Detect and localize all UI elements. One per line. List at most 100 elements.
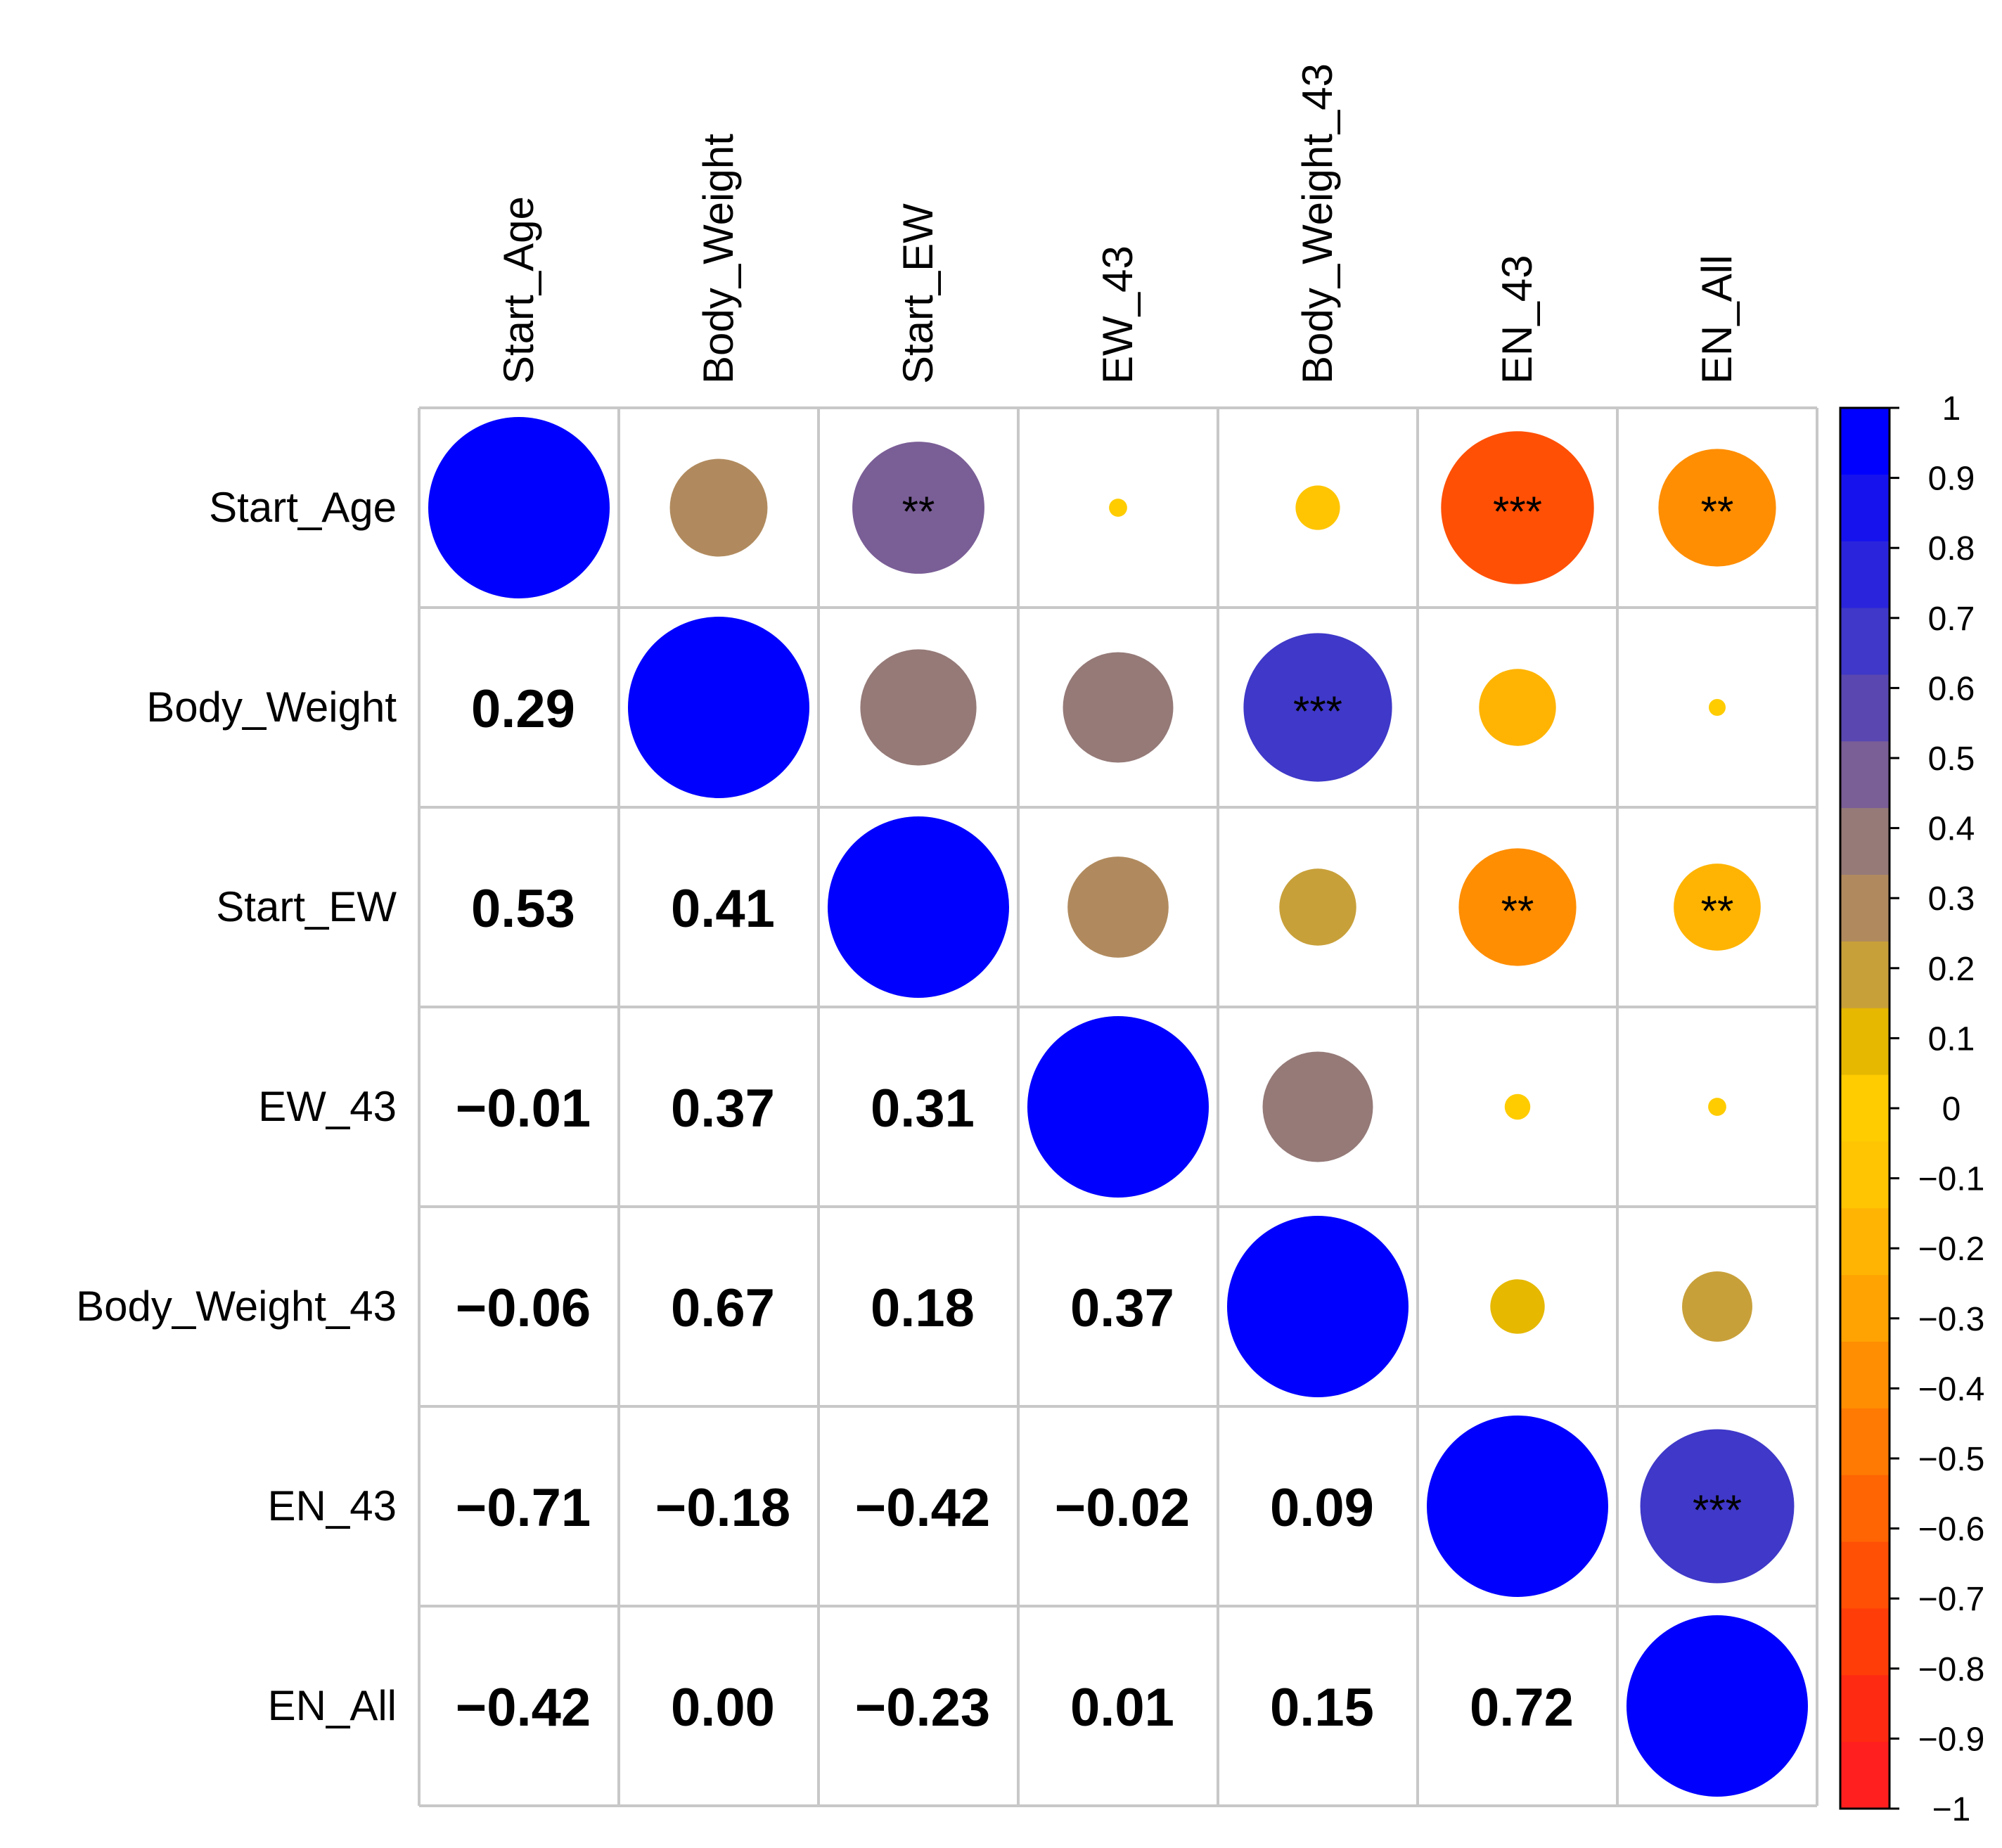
corr-value-label: −0.02 — [1055, 1478, 1190, 1538]
colorbar-segment — [1840, 1541, 1889, 1610]
colorbar-tick-label: 0.4 — [1928, 811, 1975, 848]
row-label: Body_Weight — [146, 684, 397, 731]
colorbar-tick-label: 0.8 — [1928, 530, 1975, 567]
corr-value-label: 0.41 — [671, 879, 775, 939]
colorbar-segment — [1840, 741, 1889, 809]
corr-value-label: −0.71 — [456, 1478, 591, 1538]
colorbar-segment — [1840, 808, 1889, 875]
corr-value-label: 0.18 — [871, 1278, 975, 1338]
column-label: EN_All — [1693, 255, 1740, 384]
colorbar-tick-label: 0.6 — [1928, 670, 1975, 707]
corr-circle — [1063, 652, 1174, 763]
corr-value-label: 0.53 — [471, 879, 575, 939]
colorbar-segment — [1840, 1742, 1889, 1809]
significance-marker: *** — [1693, 1487, 1742, 1534]
significance-marker: *** — [1293, 688, 1342, 735]
colorbar-segment — [1840, 1008, 1889, 1076]
colorbar-tick-label: 0.1 — [1928, 1020, 1975, 1058]
corr-value-label: 0.00 — [671, 1678, 775, 1738]
corr-circle — [1640, 1429, 1795, 1584]
colorbar-tick-label: 0.7 — [1928, 601, 1975, 638]
corr-value-label: −0.23 — [855, 1678, 990, 1738]
corr-value-label: 0.37 — [1070, 1278, 1174, 1338]
colorbar-segment — [1840, 408, 1889, 475]
colorbar-tick-label: 0.3 — [1928, 880, 1975, 918]
colorbar-segment — [1840, 1475, 1889, 1543]
corr-circle — [1067, 856, 1169, 958]
corr-circle — [1427, 1416, 1608, 1597]
corr-circle — [1708, 1098, 1726, 1116]
colorbar-segment — [1840, 1408, 1889, 1476]
row-labels: Start_Age Body_Weight Start_EW EW_43 Body_We… — [76, 484, 397, 1729]
colorbar-segment — [1840, 1675, 1889, 1743]
colorbar-segment — [1840, 1208, 1889, 1276]
corr-value-label: 0.29 — [471, 679, 575, 739]
colorbar-tick-label: 0.9 — [1928, 461, 1975, 498]
column-label: Body_Weight — [695, 134, 742, 384]
colorbar-segment — [1840, 674, 1889, 742]
corr-value-label: 0.72 — [1470, 1678, 1574, 1738]
corr-circle — [1295, 485, 1340, 530]
colorbar-tick-label: −0.9 — [1918, 1721, 1985, 1758]
colorbar-tick-label: 0.2 — [1928, 951, 1975, 988]
corr-value-label: 0.09 — [1270, 1478, 1374, 1538]
colorbar-tick-label: −0.8 — [1918, 1651, 1985, 1688]
corr-circle — [1262, 1051, 1373, 1162]
colorbar-tick-label: 0.5 — [1928, 740, 1975, 778]
corr-circle — [1658, 449, 1776, 567]
row-label: EW_43 — [258, 1083, 397, 1130]
corr-circle — [1479, 669, 1556, 746]
corr-value-label: −0.42 — [456, 1678, 591, 1738]
colorbar-segment — [1840, 1141, 1889, 1209]
corr-circle — [1682, 1271, 1752, 1342]
corr-circle — [1243, 633, 1392, 782]
matrix-cells: ** *** **0.29 ***0.53 0.41 ** **−0.01 0.37 0.31−… — [428, 417, 1808, 1797]
colorbar-tick-label: −0.2 — [1918, 1231, 1985, 1268]
corr-value-label: −0.01 — [456, 1079, 591, 1138]
column-label: Body_Weight_43 — [1294, 63, 1341, 384]
corr-circle — [1504, 1093, 1531, 1120]
colorbar-segment — [1840, 1608, 1889, 1676]
corr-circle — [428, 417, 610, 598]
corr-value-label: 0.31 — [871, 1079, 975, 1138]
corr-value-label: −0.42 — [855, 1478, 990, 1538]
row-label: EN_All — [268, 1682, 397, 1729]
colorbar-segment — [1840, 608, 1889, 676]
corr-value-label: −0.18 — [655, 1478, 790, 1538]
corr-circle — [1279, 868, 1356, 946]
column-labels: Start_Age Body_Weight Start_EW EW_43 Body_We… — [495, 63, 1740, 384]
colorbar-tick-label: −0.5 — [1918, 1441, 1985, 1478]
corr-circle — [1441, 431, 1594, 584]
corr-value-label: −0.06 — [456, 1278, 591, 1338]
colorbar-tick-label: −0.4 — [1918, 1371, 1985, 1408]
colorbar-segment — [1840, 1275, 1889, 1342]
corr-circle — [860, 649, 977, 766]
significance-marker: ** — [1501, 887, 1534, 935]
corr-circle — [1109, 499, 1127, 517]
colorbar-segment — [1840, 1074, 1889, 1143]
colorbar-tick-label: −1 — [1932, 1791, 1971, 1828]
corr-circle — [628, 617, 809, 798]
colorbar: 1 0.9 0.8 0.7 0.6 0.5 0.4 0.3 0.2 0.1 0 −0.1 −0.2 −0.… — [1839, 390, 1985, 1828]
corr-circle — [1227, 1216, 1409, 1397]
corr-circle — [1458, 848, 1577, 966]
corr-circle — [669, 458, 768, 557]
corr-circle — [1626, 1615, 1808, 1797]
column-label: EN_43 — [1494, 255, 1541, 384]
colorbar-tick-label: −0.6 — [1918, 1511, 1985, 1548]
corr-value-label: 0.15 — [1270, 1678, 1374, 1738]
significance-marker: *** — [1493, 488, 1542, 535]
corr-circle — [1490, 1279, 1545, 1334]
colorbar-tick-label: 0 — [1942, 1091, 1961, 1128]
corr-value-label: 0.67 — [671, 1278, 775, 1338]
column-label: EW_43 — [1094, 245, 1141, 384]
row-label: Start_EW — [216, 883, 397, 930]
colorbar-tick-label: −0.7 — [1918, 1581, 1985, 1618]
significance-marker: ** — [902, 488, 935, 535]
colorbar-segment — [1840, 1342, 1889, 1409]
column-label: Start_EW — [894, 203, 942, 384]
corr-circle — [1027, 1016, 1209, 1198]
significance-marker: ** — [1701, 488, 1734, 535]
corr-value-label: 0.37 — [671, 1079, 775, 1138]
